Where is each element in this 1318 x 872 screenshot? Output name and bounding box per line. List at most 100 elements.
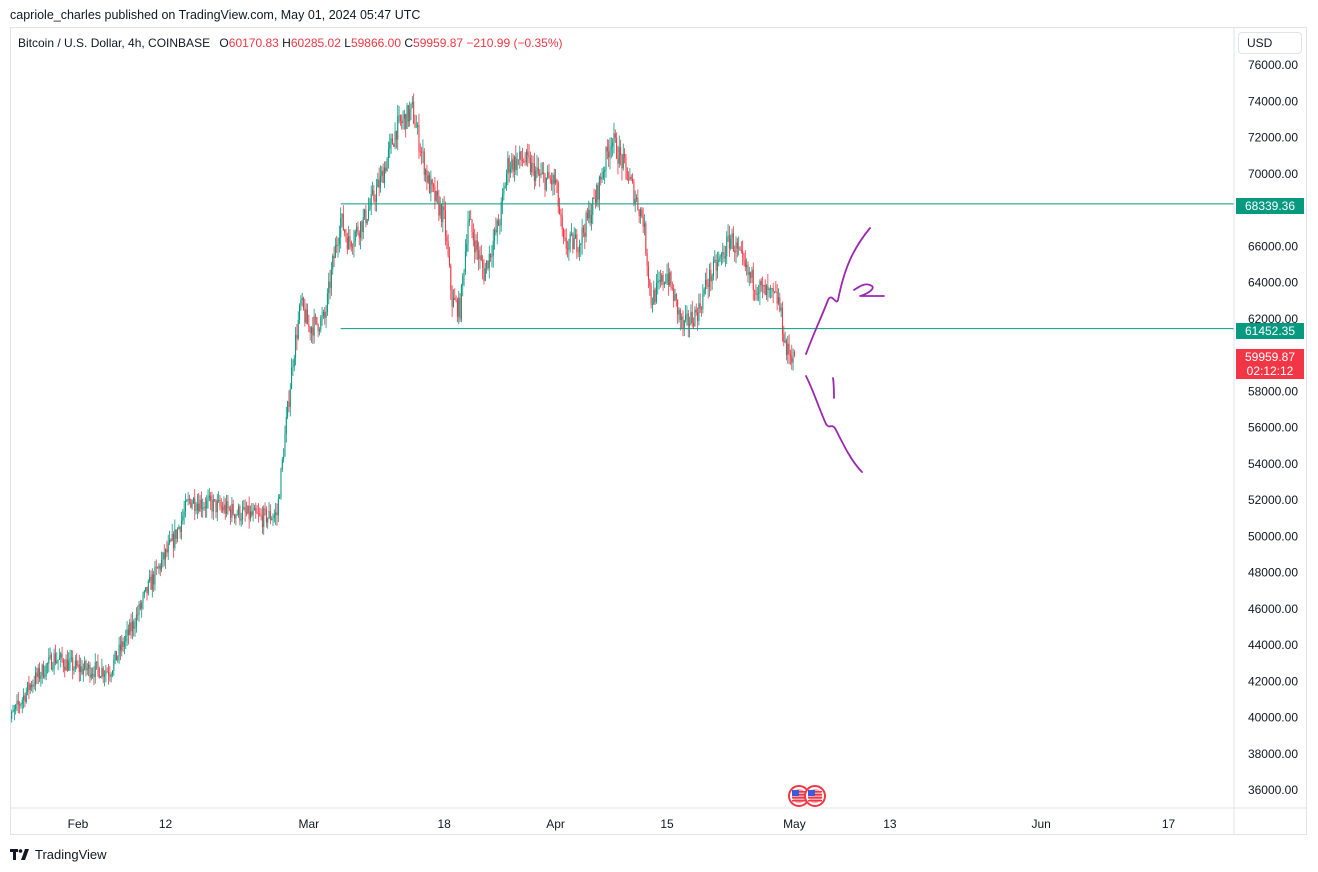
candle xyxy=(280,467,282,500)
candle-body xyxy=(446,236,448,242)
candle xyxy=(433,182,435,193)
candle-body xyxy=(305,309,307,323)
candle-body xyxy=(227,501,229,508)
candle xyxy=(196,493,198,519)
candle xyxy=(350,240,352,252)
candle-body xyxy=(165,549,167,560)
candle-body xyxy=(735,242,737,253)
candle-body xyxy=(251,511,253,516)
candle xyxy=(73,666,75,675)
candle-body xyxy=(174,529,176,548)
candle-body xyxy=(333,255,335,259)
candle-body xyxy=(390,138,392,143)
candle xyxy=(606,139,608,160)
candle-body xyxy=(137,614,139,616)
candle-body xyxy=(247,505,249,514)
candle xyxy=(547,165,549,180)
candle xyxy=(143,589,145,599)
tradingview-logo[interactable]: TradingView xyxy=(10,847,107,862)
candle-body xyxy=(102,668,104,677)
candle xyxy=(360,221,362,250)
candle xyxy=(694,306,696,327)
candle-body xyxy=(596,184,598,203)
candle-body xyxy=(422,151,424,153)
candle-body xyxy=(468,219,470,222)
candle-body xyxy=(703,289,705,294)
candle xyxy=(166,540,168,557)
candle xyxy=(195,501,197,515)
candle xyxy=(385,161,387,174)
candle-body xyxy=(580,243,582,246)
candle xyxy=(383,161,385,188)
candle-body xyxy=(746,264,748,268)
candle-body xyxy=(612,142,614,147)
candle-body xyxy=(60,653,62,658)
candle-body xyxy=(517,159,519,161)
candle xyxy=(578,239,581,261)
candle xyxy=(285,406,287,443)
candle-body xyxy=(161,560,163,570)
candle xyxy=(191,499,193,510)
candle xyxy=(114,650,116,665)
candle-body xyxy=(78,664,80,672)
candle-body xyxy=(240,519,242,521)
candle-body xyxy=(462,276,464,285)
candle-body xyxy=(701,308,703,310)
candle-body xyxy=(149,576,151,582)
candle xyxy=(788,334,790,365)
candle-body xyxy=(190,499,192,508)
candle xyxy=(133,619,135,637)
candle-body xyxy=(90,674,92,678)
candle-body xyxy=(748,272,750,275)
candle xyxy=(223,496,225,514)
candle xyxy=(200,491,202,518)
candle xyxy=(29,682,31,694)
candle xyxy=(153,570,155,592)
candle xyxy=(50,652,52,671)
time-tick-label: Feb xyxy=(68,817,89,831)
candle xyxy=(215,499,217,519)
candle-body xyxy=(459,297,461,320)
candle xyxy=(37,664,39,685)
candle xyxy=(410,103,412,121)
candle-body xyxy=(527,151,529,156)
candle-body xyxy=(115,651,118,661)
candle xyxy=(178,524,180,530)
candle xyxy=(589,202,591,227)
candle-body xyxy=(537,167,539,174)
candle-body xyxy=(301,297,303,301)
candle-body xyxy=(594,198,596,203)
candle-body xyxy=(194,498,196,511)
candle-body xyxy=(172,533,175,548)
candle-body xyxy=(641,209,643,217)
candle xyxy=(610,137,612,159)
candle-body xyxy=(682,316,684,328)
currency-button[interactable]: USD xyxy=(1238,32,1302,54)
candle xyxy=(230,505,232,525)
candle-body xyxy=(553,174,555,184)
candle xyxy=(763,284,765,294)
candle-body xyxy=(727,235,729,238)
candle xyxy=(76,653,78,670)
candle-body xyxy=(386,158,388,172)
candle-body xyxy=(397,116,399,140)
candle-body xyxy=(53,653,55,669)
candle-body xyxy=(191,503,193,508)
candle xyxy=(446,230,448,250)
candle-body xyxy=(395,131,397,140)
candle xyxy=(117,655,119,663)
candle-body xyxy=(624,153,626,158)
candle-body xyxy=(107,672,110,676)
candle xyxy=(235,513,237,526)
time-tick-label: 18 xyxy=(437,817,451,831)
label-2-drawing xyxy=(853,283,885,297)
candle xyxy=(107,664,110,685)
candle-body xyxy=(308,324,310,327)
downward-path-drawing xyxy=(805,375,863,473)
candle-body xyxy=(263,508,265,527)
candle xyxy=(425,168,427,183)
candle-body xyxy=(726,237,728,257)
candle xyxy=(772,282,774,304)
candle xyxy=(131,611,133,640)
